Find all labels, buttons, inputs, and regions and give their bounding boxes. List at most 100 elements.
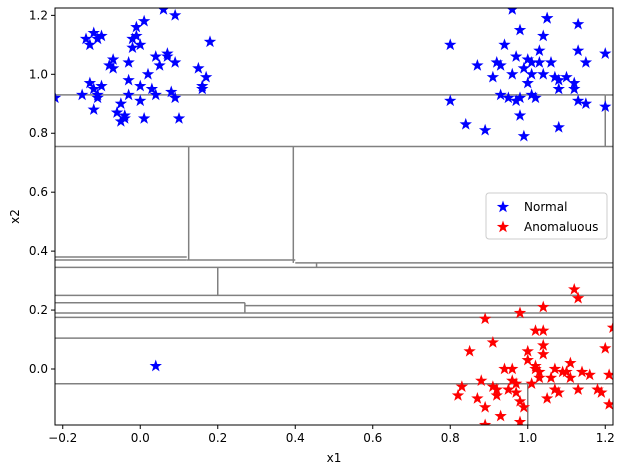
- data-point: [568, 76, 581, 89]
- x-tick-label: 1.2: [596, 431, 615, 445]
- data-point: [130, 29, 143, 42]
- data-point: [455, 380, 469, 392]
- series-normal: [55, 8, 612, 372]
- data-point: [552, 82, 565, 95]
- legend: Normal Anomaluous: [485, 192, 608, 240]
- x-tick-label: 1.0: [518, 431, 537, 445]
- data-point: [552, 386, 565, 398]
- data-point: [196, 82, 209, 95]
- data-point: [602, 397, 613, 410]
- data-point: [513, 394, 527, 407]
- data-point: [571, 94, 585, 107]
- data-point: [537, 347, 550, 360]
- data-point: [513, 23, 527, 36]
- data-point: [134, 38, 147, 51]
- data-point: [75, 88, 89, 101]
- legend-label-normal: Normal: [524, 200, 567, 214]
- data-point: [506, 362, 519, 375]
- data-point: [537, 338, 550, 351]
- data-point: [471, 58, 484, 71]
- axes: −0.2 0.0 0.2 0.4 0.6 0.8 1.0 1.2 0.0 0.2 0.4 0.6 0.8…: [8, 7, 615, 465]
- data-point: [525, 67, 538, 80]
- data-point: [498, 362, 511, 375]
- data-point: [513, 306, 527, 319]
- x-tick-label: 0.8: [441, 431, 460, 445]
- data-point: [540, 391, 554, 404]
- data-point: [91, 32, 104, 45]
- data-point: [509, 377, 523, 389]
- data-point: [552, 73, 565, 86]
- data-point: [506, 374, 519, 387]
- data-point: [513, 91, 527, 104]
- data-point: [494, 88, 507, 101]
- data-point: [533, 365, 546, 378]
- data-point: [122, 88, 135, 101]
- data-point: [478, 312, 492, 325]
- y-tick-label: 1.0: [29, 67, 48, 81]
- data-point: [114, 114, 128, 127]
- data-point: [444, 94, 457, 107]
- data-point: [83, 76, 97, 89]
- data-point: [122, 56, 135, 68]
- data-point: [149, 50, 162, 62]
- data-point: [537, 300, 550, 313]
- legend-label-anomaluous: Anomaluous: [524, 220, 598, 234]
- data-point: [509, 50, 523, 62]
- data-point: [583, 368, 596, 381]
- y-tick-label: 0.6: [29, 185, 48, 199]
- data-point: [571, 383, 585, 395]
- data-point: [126, 41, 139, 54]
- data-point: [560, 70, 573, 83]
- data-point: [568, 82, 581, 95]
- data-point: [521, 76, 534, 89]
- data-point: [149, 88, 162, 101]
- data-point: [509, 386, 523, 398]
- y-tick-label: 1.2: [29, 8, 48, 22]
- data-point: [506, 67, 519, 80]
- data-point: [560, 365, 573, 378]
- data-point: [544, 56, 558, 68]
- data-point: [137, 14, 151, 27]
- data-point: [502, 383, 515, 395]
- data-point: [153, 58, 166, 71]
- data-point: [490, 56, 503, 68]
- data-point: [203, 35, 217, 48]
- data-point: [602, 368, 613, 381]
- x-axis-label: x1: [327, 451, 342, 465]
- data-point: [521, 353, 534, 366]
- data-point: [168, 91, 182, 104]
- data-point: [463, 344, 476, 357]
- data-point: [571, 44, 585, 56]
- data-point: [506, 8, 518, 15]
- data-point: [564, 371, 577, 384]
- x-tick-label: −0.2: [48, 431, 77, 445]
- data-point: [114, 97, 128, 110]
- data-point: [548, 383, 562, 395]
- data-point: [525, 56, 538, 68]
- data-point: [158, 8, 169, 15]
- data-point: [521, 344, 534, 357]
- data-point: [126, 32, 139, 45]
- data-point: [599, 341, 612, 354]
- points-layer: [55, 8, 613, 425]
- data-point: [172, 112, 186, 124]
- data-point: [110, 106, 124, 118]
- x-tick-label: 0.2: [208, 431, 227, 445]
- data-point: [118, 109, 131, 121]
- data-point: [122, 73, 135, 86]
- data-point: [451, 389, 465, 401]
- data-point: [552, 120, 565, 133]
- data-point: [199, 70, 213, 83]
- data-point: [509, 94, 523, 107]
- data-point: [490, 383, 503, 395]
- data-point: [529, 362, 542, 375]
- x-tick-label: 0.6: [363, 431, 382, 445]
- data-point: [525, 88, 538, 101]
- data-point: [192, 61, 205, 74]
- data-point: [517, 129, 531, 142]
- data-point: [517, 400, 531, 413]
- data-point: [537, 324, 550, 336]
- data-point: [478, 418, 492, 425]
- data-point: [599, 47, 612, 59]
- data-point: [106, 61, 120, 74]
